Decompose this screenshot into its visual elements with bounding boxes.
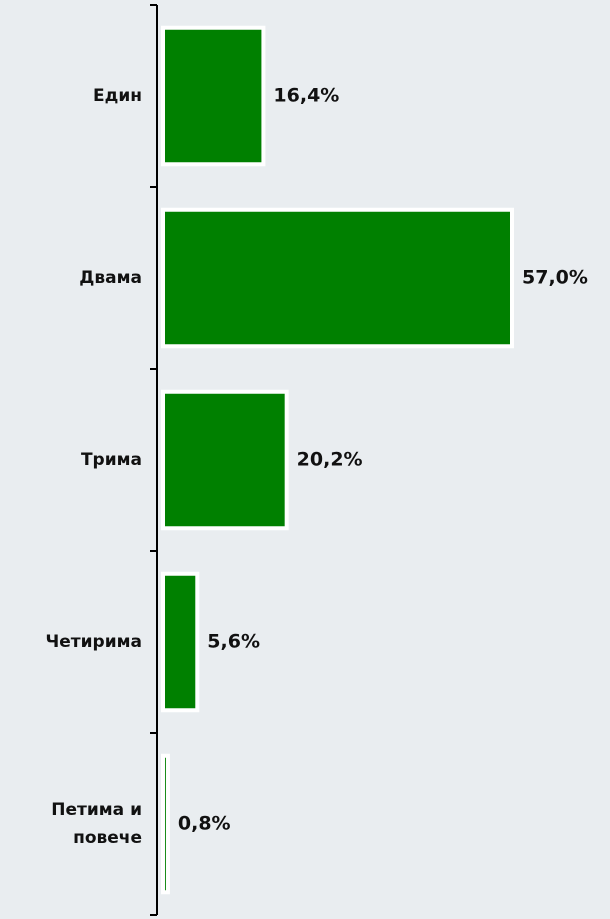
category-label: Трима xyxy=(80,450,142,470)
category-label: Петима и повече xyxy=(51,800,142,848)
value-label: 57,0% xyxy=(522,267,588,289)
bar xyxy=(161,25,266,167)
value-label: 16,4% xyxy=(273,85,339,107)
category-label: Четирима xyxy=(45,632,142,652)
value-label: 5,6% xyxy=(207,631,260,653)
bar xyxy=(161,207,514,349)
category-label: Един xyxy=(93,86,142,106)
category-label: Двама xyxy=(79,268,142,288)
value-label: 0,8% xyxy=(178,813,231,835)
bar xyxy=(161,389,289,531)
bar xyxy=(161,571,200,713)
value-label: 20,2% xyxy=(297,449,363,471)
bar xyxy=(161,753,170,895)
